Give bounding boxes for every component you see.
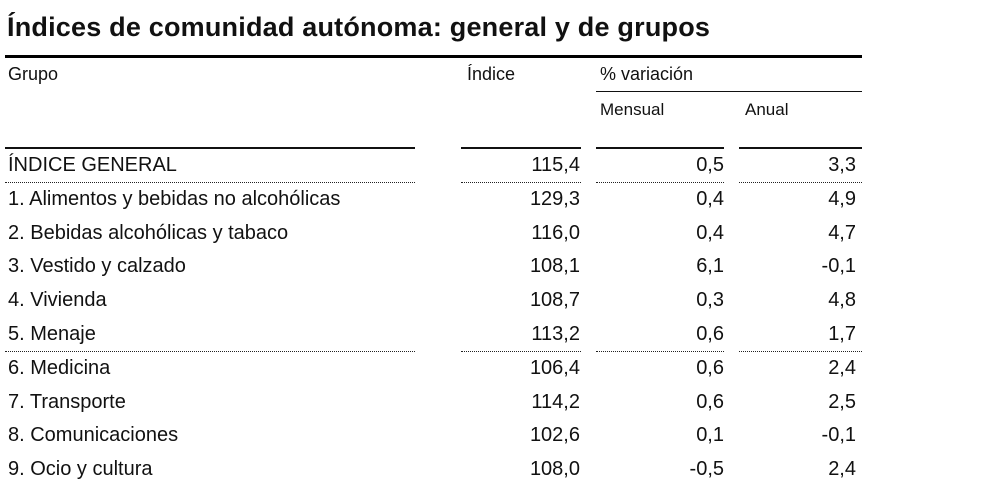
group-cell: 1. Alimentos y bebidas no alcohólicas (8, 187, 341, 210)
annual-cell: 4,8 (828, 289, 856, 312)
index-cell: 113,2 (531, 322, 580, 345)
table-row: 9. Ocio y cultura 108,0 -0,5 2,4 (0, 452, 870, 486)
table-row: 8. Comunicaciones 102,6 0,1 -0,1 (0, 418, 870, 452)
monthly-cell: 0,4 (696, 187, 724, 210)
annual-cell: 1,7 (828, 322, 856, 345)
group-cell: 7. Transporte (8, 390, 126, 413)
table-row: 2. Bebidas alcohólicas y tabaco 116,0 0,… (0, 216, 870, 250)
index-cell: 108,0 (529, 458, 580, 481)
monthly-cell: -0,5 (689, 458, 724, 481)
group-cell: 5. Menaje (8, 322, 96, 345)
table-row: 7. Transporte 114,2 0,6 2,5 (0, 385, 870, 419)
group-cell: 9. Ocio y cultura (8, 458, 153, 481)
monthly-cell: 0,4 (696, 221, 724, 244)
group-cell: 3. Vestido y calzado (8, 255, 186, 278)
index-cell: 115,4 (531, 154, 580, 176)
header-variacion: % variación (600, 64, 694, 84)
index-cell: 102,6 (529, 424, 580, 447)
header-mensual: Mensual (600, 100, 665, 119)
annual-cell: 2,5 (828, 390, 856, 413)
dotted-rule-group (5, 182, 415, 183)
annual-cell: 4,7 (828, 221, 856, 244)
dotted-rule-monthly (596, 182, 724, 183)
monthly-cell: 0,3 (696, 289, 724, 312)
index-cell: 116,0 (531, 221, 580, 244)
annual-cell: 2,4 (828, 458, 856, 481)
dotted-rule-monthly-2 (596, 351, 724, 352)
table-row: 5. Menaje 113,2 0,6 1,7 (0, 317, 870, 351)
monthly-cell: 0,6 (696, 322, 724, 345)
page-title: Índices de comunidad autónoma: general y… (7, 12, 711, 42)
group-cell: ÍNDICE GENERAL (8, 154, 177, 176)
dotted-rule-index (461, 182, 581, 183)
header-anual: Anual (745, 100, 789, 119)
annual-cell: -0,1 (821, 424, 856, 447)
dotted-rule-group-2 (5, 351, 415, 352)
header-grupo: Grupo (8, 64, 59, 84)
annual-cell: -0,1 (821, 255, 856, 278)
index-cell: 114,2 (531, 390, 580, 413)
monthly-cell: 0,5 (696, 154, 724, 176)
annual-cell: 2,4 (828, 356, 856, 379)
dotted-rule-annual-2 (739, 351, 862, 352)
group-cell: 8. Comunicaciones (8, 424, 179, 447)
header-rule-annual (739, 147, 862, 149)
header-indice: Índice (467, 64, 516, 84)
group-cell: 2. Bebidas alcohólicas y tabaco (8, 221, 289, 244)
monthly-cell: 0,6 (696, 356, 724, 379)
monthly-cell: 6,1 (696, 255, 724, 278)
group-cell: 4. Vivienda (8, 289, 107, 312)
header-rule-index (461, 147, 581, 149)
title-rule (5, 55, 862, 58)
monthly-cell: 0,6 (696, 390, 724, 413)
index-cell: 108,1 (529, 255, 580, 278)
monthly-cell: 0,1 (696, 424, 724, 447)
header-rule-monthly (596, 147, 724, 149)
table-row: 1. Alimentos y bebidas no alcohólicas 12… (0, 182, 870, 216)
index-cell: 108,7 (529, 289, 580, 312)
group-cell: 6. Medicina (8, 356, 111, 379)
index-cell: 106,4 (529, 356, 580, 379)
dotted-rule-index-2 (461, 351, 581, 352)
index-cell: 129,3 (529, 187, 580, 210)
table-row: ÍNDICE GENERAL 115,4 0,5 3,3 (0, 148, 870, 182)
variation-header-rule (596, 91, 862, 92)
table-row: 4. Vivienda 108,7 0,3 4,8 (0, 283, 870, 317)
dotted-rule-annual (739, 182, 862, 183)
data-table: ÍNDICE GENERAL 115,4 0,5 3,3 1. Alimento… (0, 148, 870, 486)
table-row: 6. Medicina 106,4 0,6 2,4 (0, 351, 870, 385)
annual-cell: 4,9 (828, 187, 856, 210)
table-row: 3. Vestido y calzado 108,1 6,1 -0,1 (0, 249, 870, 283)
annual-cell: 3,3 (828, 154, 856, 176)
header-rule-group (5, 147, 415, 149)
